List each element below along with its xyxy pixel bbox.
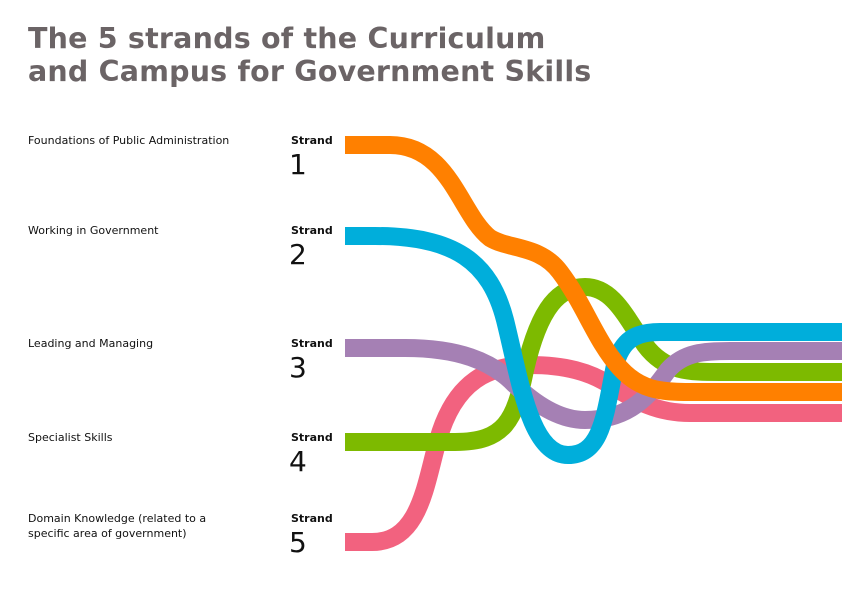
title-line-2: and Campus for Government Skills xyxy=(28,55,592,88)
strand-4-label-line: Specialist Skills xyxy=(28,431,113,444)
strand-4-label: Specialist Skills xyxy=(28,430,112,445)
strand-1-ribbon xyxy=(345,136,842,401)
strand-3-word: Strand xyxy=(291,337,333,350)
diagram-title: The 5 strands of the Curriculum and Camp… xyxy=(28,22,591,88)
strand-3-label: Leading and Managing xyxy=(28,336,153,351)
strand-1-label: Foundations of Public Administration xyxy=(28,133,229,148)
strand-4-word: Strand xyxy=(291,431,333,444)
strand-3-number: 3 xyxy=(289,351,307,384)
strand-2-label-line: Working in Government xyxy=(28,224,159,237)
strand-3-label-line: Leading and Managing xyxy=(28,337,154,350)
strand-5-label-line-2: specific area of government) xyxy=(28,527,187,540)
strand-2-word: Strand xyxy=(291,224,333,237)
strand-1-word: Strand xyxy=(291,134,333,147)
strand-5-number: 5 xyxy=(289,526,307,559)
strand-4-number: 4 xyxy=(289,445,307,478)
strand-3-ribbon xyxy=(345,339,842,429)
strand-2-label: Working in Government xyxy=(28,223,159,238)
strand-1-label-line: Foundations of Public Administration xyxy=(28,134,230,147)
strand-5-label-line-1: Domain Knowledge (related to a xyxy=(28,512,207,525)
strand-5-label: Domain Knowledge (related to a specific … xyxy=(28,511,206,541)
strand-5-word: Strand xyxy=(291,512,333,525)
strand-1-number: 1 xyxy=(289,148,307,181)
strand-2-number: 2 xyxy=(289,238,307,271)
title-line-1: The 5 strands of the Curriculum xyxy=(28,22,546,55)
